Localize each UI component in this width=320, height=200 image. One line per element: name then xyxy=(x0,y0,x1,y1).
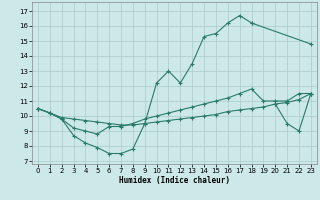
X-axis label: Humidex (Indice chaleur): Humidex (Indice chaleur) xyxy=(119,176,230,185)
